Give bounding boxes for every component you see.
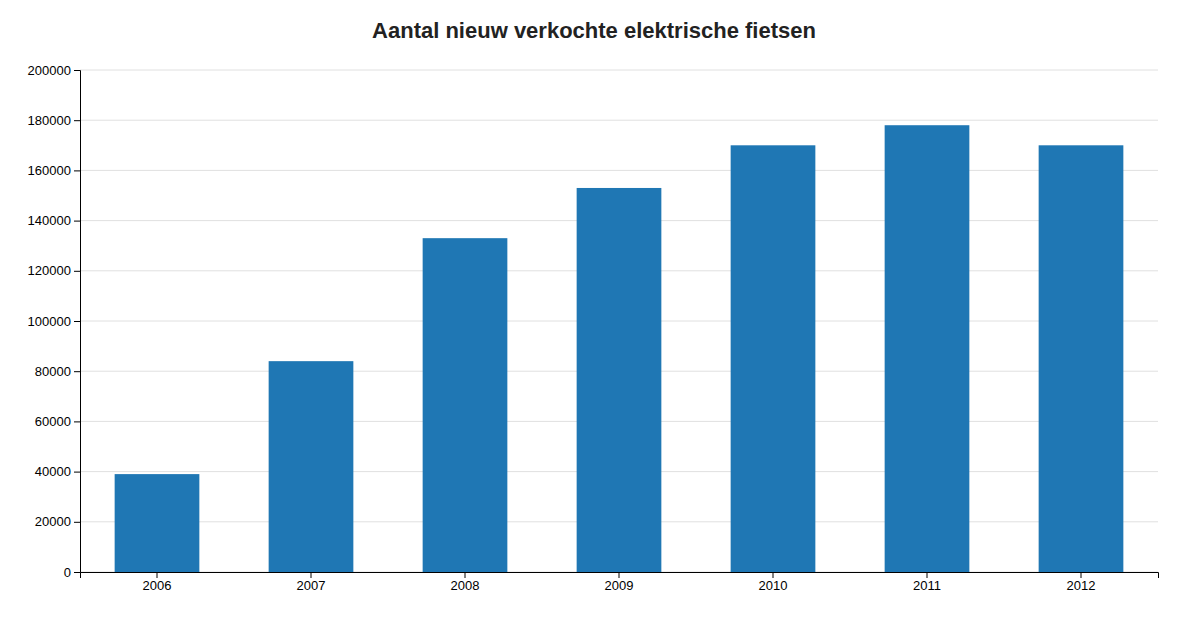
y-tick: 200000 — [28, 63, 80, 78]
y-tick-label: 60000 — [35, 414, 71, 429]
bar — [1039, 145, 1124, 572]
x-tick-mark — [927, 572, 928, 578]
x-tick-mark — [157, 572, 158, 578]
x-tick-label: 2009 — [605, 578, 634, 593]
y-tick-mark — [74, 421, 80, 422]
x-tick-label: 2012 — [1067, 578, 1096, 593]
x-tick-mark — [773, 572, 774, 578]
y-tick-label: 20000 — [35, 514, 71, 529]
y-tick-mark — [74, 522, 80, 523]
y-tick: 140000 — [28, 213, 80, 228]
y-tick: 60000 — [35, 414, 80, 429]
y-tick: 120000 — [28, 263, 80, 278]
x-axis-line — [81, 573, 1159, 579]
y-tick-label: 100000 — [28, 314, 71, 329]
y-tick: 160000 — [28, 163, 80, 178]
x-tick-mark — [619, 572, 620, 578]
bar — [731, 145, 816, 572]
x-tick: 2012 — [1067, 572, 1096, 593]
x-tick-label: 2010 — [759, 578, 788, 593]
x-tick-label: 2011 — [913, 578, 941, 593]
x-tick-mark — [465, 572, 466, 578]
y-tick-label: 80000 — [35, 364, 71, 379]
x-tick-mark — [1081, 572, 1082, 578]
chart: 2006 2007 2008 2009 2010 2011 2012 0 20000 40000 6… — [0, 0, 1188, 617]
y-tick-mark — [74, 70, 80, 71]
y-tick-label: 160000 — [28, 163, 71, 178]
y-tick-label: 140000 — [28, 213, 71, 228]
y-tick-mark — [74, 371, 80, 372]
x-tick: 2009 — [605, 572, 634, 593]
y-tick-label: 120000 — [28, 263, 71, 278]
x-tick: 2008 — [451, 572, 480, 593]
bar — [577, 188, 662, 572]
y-tick: 0 — [64, 565, 80, 580]
grid-line — [80, 70, 1158, 71]
y-tick: 40000 — [35, 464, 80, 479]
y-tick-mark — [74, 170, 80, 171]
x-tick: 2011 — [913, 572, 941, 593]
y-tick: 20000 — [35, 514, 80, 529]
y-tick-label: 0 — [64, 565, 71, 580]
grid-line — [80, 170, 1158, 171]
bars — [115, 125, 1124, 572]
bar — [885, 125, 970, 572]
y-tick-mark — [74, 472, 80, 473]
y-axis: 0 20000 40000 60000 80000 100000 120000 140000 1… — [28, 63, 81, 580]
bar — [115, 474, 200, 572]
x-axis: 2006 2007 2008 2009 2010 2011 2012 — [81, 572, 1159, 593]
y-tick-label: 200000 — [28, 63, 71, 78]
y-tick-label: 180000 — [28, 113, 71, 128]
grid-line — [80, 120, 1158, 121]
y-tick-label: 40000 — [35, 464, 71, 479]
y-tick: 100000 — [28, 314, 80, 329]
title: Aantal nieuw verkochte elektrische fiets… — [372, 18, 816, 43]
x-tick: 2006 — [143, 572, 172, 593]
y-axis-line — [74, 71, 81, 573]
x-tick-label: 2008 — [451, 578, 480, 593]
y-tick: 80000 — [35, 364, 80, 379]
x-tick: 2007 — [297, 572, 326, 593]
y-tick-mark — [74, 321, 80, 322]
plot-area: 2006 2007 2008 2009 2010 2011 2012 0 20000 40000 6… — [28, 63, 1159, 594]
grid — [80, 70, 1158, 572]
y-tick-mark — [74, 120, 80, 121]
y-tick-mark — [74, 271, 80, 272]
bar — [423, 238, 508, 572]
y-tick: 180000 — [28, 113, 80, 128]
x-tick-label: 2006 — [143, 578, 172, 593]
y-tick-mark — [74, 572, 80, 573]
x-tick-mark — [311, 572, 312, 578]
x-tick: 2010 — [759, 572, 788, 593]
bar — [269, 361, 354, 572]
y-tick-mark — [74, 221, 80, 222]
x-tick-label: 2007 — [297, 578, 326, 593]
